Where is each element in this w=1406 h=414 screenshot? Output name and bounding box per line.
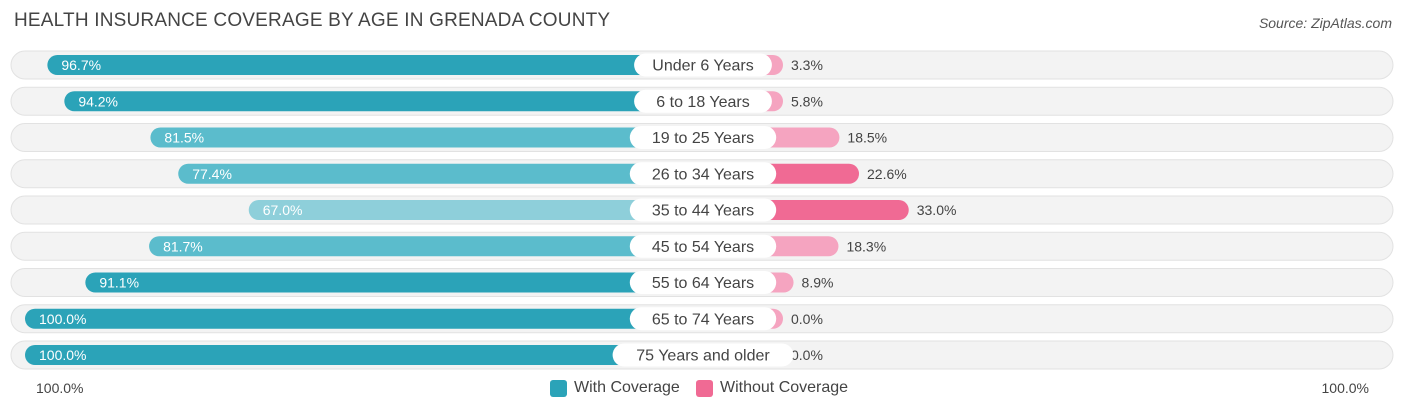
category-label: Under 6 Years (652, 58, 753, 75)
right-axis-label: 100.0% (1321, 380, 1369, 396)
with-coverage-value: 67.0% (263, 202, 303, 218)
without-coverage-value: 3.3% (791, 57, 823, 73)
category-label: 45 to 54 Years (652, 239, 754, 256)
category-pill (634, 89, 772, 113)
legend-without-label: Without Coverage (720, 379, 849, 396)
category-label: 65 to 74 Years (652, 311, 754, 328)
with-coverage-bar (248, 200, 704, 220)
with-coverage-value: 100.0% (39, 347, 86, 363)
without-coverage-value: 5.8% (791, 93, 823, 109)
with-coverage-bar (150, 127, 703, 148)
legend: With Coverage Without Coverage (0, 379, 1406, 401)
with-coverage-bar (178, 163, 703, 184)
without-coverage-value: 8.9% (802, 275, 834, 291)
without-coverage-swatch (696, 379, 713, 397)
category-label: 75 Years and older (636, 348, 770, 365)
legend-without-coverage: Without Coverage (696, 379, 848, 397)
without-coverage-value: 18.3% (846, 238, 886, 254)
left-axis-label: 100.0% (36, 380, 84, 396)
with-coverage-swatch (550, 379, 567, 397)
source-attribution: Source: ZipAtlas.com (1258, 15, 1392, 31)
category-label: 35 to 44 Years (652, 203, 754, 220)
with-coverage-value: 100.0% (39, 311, 86, 327)
with-coverage-value: 81.7% (163, 238, 203, 254)
category-label: 26 to 34 Years (652, 166, 754, 183)
category-pill (629, 162, 777, 186)
category-label: 19 to 25 Years (652, 130, 754, 147)
with-coverage-value: 77.4% (192, 166, 232, 182)
with-coverage-value: 96.7% (61, 57, 101, 73)
chart-title: HEALTH INSURANCE COVERAGE BY AGE IN GREN… (14, 10, 611, 31)
with-coverage-value: 94.2% (78, 93, 118, 109)
with-coverage-bar (25, 345, 703, 365)
with-coverage-bar (25, 308, 703, 329)
category-label: 6 to 18 Years (656, 94, 749, 111)
category-pill (629, 126, 777, 149)
category-pill (634, 53, 772, 77)
with-coverage-bar (64, 91, 704, 112)
legend-with-coverage: With Coverage (550, 379, 680, 397)
without-coverage-value: 0.0% (791, 347, 823, 363)
with-coverage-bar (149, 236, 704, 257)
category-pill (629, 234, 777, 258)
category-pill (612, 343, 794, 367)
without-coverage-value: 22.6% (867, 166, 907, 182)
category-pill (629, 198, 777, 222)
with-coverage-value: 81.5% (164, 130, 204, 146)
with-coverage-value: 91.1% (99, 275, 139, 291)
without-coverage-value: 0.0% (791, 311, 823, 327)
without-coverage-value: 33.0% (917, 202, 957, 218)
category-pill (629, 271, 777, 294)
category-label: 55 to 64 Years (652, 275, 754, 292)
legend-with-label: With Coverage (574, 379, 680, 396)
with-coverage-bar (47, 55, 703, 75)
without-coverage-value: 18.5% (847, 130, 887, 146)
with-coverage-bar (85, 272, 704, 293)
category-pill (629, 307, 777, 331)
